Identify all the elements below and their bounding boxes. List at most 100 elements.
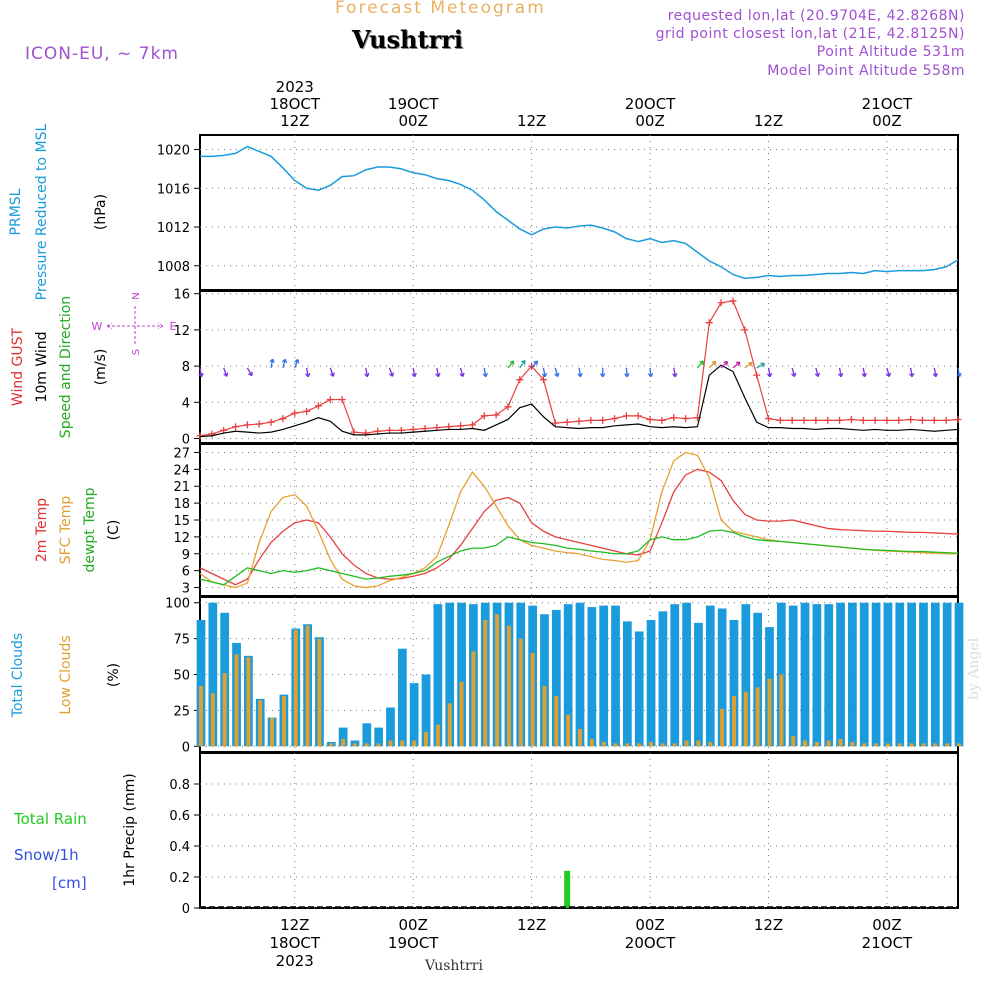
low-cloud-bar <box>637 743 642 747</box>
y-tick-label: 0 <box>182 432 190 447</box>
top-time-label: 19OCT <box>388 95 439 113</box>
low-cloud-bar <box>566 714 571 747</box>
gust-marker <box>800 416 808 424</box>
total-cloud-bar <box>397 648 407 747</box>
gust-marker <box>563 418 571 426</box>
snow-unit-label: [cm] <box>52 874 87 892</box>
low-cloud-bar <box>613 743 618 747</box>
top-time-label: 12Z <box>754 112 783 130</box>
gust-marker <box>812 416 820 424</box>
gust-marker <box>291 409 299 417</box>
total-cloud-bar <box>409 683 419 747</box>
bottom-time-label: 19OCT <box>388 934 439 952</box>
total-cloud-bar <box>634 631 644 747</box>
low-cloud-bar <box>897 743 902 747</box>
gust-marker <box>480 412 488 420</box>
low-cloud-bar <box>412 740 417 747</box>
clouds-title: Total Clouds <box>10 633 26 718</box>
total-cloud-bar <box>658 611 668 747</box>
gust-marker <box>859 416 867 424</box>
y-tick-label: 3 <box>182 582 190 597</box>
wind-direction-arrow <box>246 367 253 377</box>
wind-direction-arrow <box>766 367 773 378</box>
wind-direction-arrow <box>329 367 335 377</box>
total-cloud-bar <box>930 602 940 747</box>
low-cloud-bar <box>518 638 523 747</box>
y-tick-label: 0 <box>182 740 190 755</box>
top-time-label: 21OCT <box>862 95 913 113</box>
gust-marker <box>611 415 619 423</box>
wind-direction-arrow <box>269 358 275 369</box>
gust-marker <box>907 415 915 423</box>
y-tick-label: 0.8 <box>169 778 190 793</box>
low-cloud-bar <box>424 731 428 747</box>
location-title: Vushtrri <box>352 25 463 54</box>
low-cloud-bar <box>660 743 665 747</box>
total-cloud-bar <box>551 609 561 747</box>
low-cloud-bar <box>814 741 819 747</box>
low-cloud-bar <box>743 691 748 747</box>
y-tick-label: 1012 <box>157 221 190 236</box>
gust-marker <box>705 319 713 327</box>
low-cloud-bar <box>459 681 464 747</box>
low-cloud-bar <box>471 651 476 747</box>
low-cloud-bar <box>589 739 594 747</box>
wind-direction-arrow <box>956 367 962 378</box>
gust-marker <box>504 403 512 411</box>
bottom-time-label: 21OCT <box>862 934 913 952</box>
y-tick-label: 9 <box>182 548 190 563</box>
gust-marker <box>670 414 678 422</box>
gust-marker <box>303 407 311 415</box>
panel-4 <box>199 752 959 909</box>
total-cloud-bar <box>196 619 206 747</box>
y-tick-label: 16 <box>173 288 190 303</box>
total-cloud-bar <box>457 602 466 747</box>
low-cloud-bar <box>222 673 227 747</box>
low-cloud-bar <box>578 729 582 747</box>
panel-frame <box>199 752 959 909</box>
gust-marker <box>646 415 654 423</box>
low-cloud-bar <box>625 743 630 747</box>
total-cloud-bar <box>836 602 845 747</box>
total-cloud-bar <box>859 602 869 747</box>
gust-marker <box>753 371 761 379</box>
gust-marker <box>622 412 630 420</box>
wind-direction-arrow <box>507 360 515 369</box>
low-cloud-bar <box>826 740 831 747</box>
low-cloud-bar <box>258 700 263 747</box>
wind-title: (m/s) <box>93 349 109 386</box>
y-tick-label: 0 <box>182 902 190 917</box>
wind-direction-arrow <box>281 358 288 369</box>
low-cloud-bar <box>672 743 677 747</box>
compass-east: E <box>170 320 177 333</box>
gust-marker <box>314 402 322 410</box>
bottom-time-label: 18OCT <box>269 934 320 952</box>
2m-temp-line <box>199 468 959 586</box>
low-cloud-bar <box>791 736 796 747</box>
wind-direction-arrow <box>411 367 417 378</box>
y-tick-label: 6 <box>182 565 190 580</box>
total-cloud-bar <box>386 707 395 747</box>
wind-direction-arrow <box>198 367 204 378</box>
bottom-time-label: 12Z <box>754 916 783 934</box>
bottom-time-label: 2023 <box>276 952 314 970</box>
wind-direction-arrow <box>531 360 539 369</box>
low-cloud-bar <box>400 740 405 747</box>
bottom-time-label: 12Z <box>280 916 309 934</box>
total-cloud-bar <box>942 602 952 747</box>
y-tick-label: 75 <box>173 633 190 648</box>
gust-marker <box>776 416 784 424</box>
low-cloud-bar <box>329 743 334 747</box>
low-cloud-bar <box>720 708 725 747</box>
total-cloud-bar <box>705 605 715 747</box>
total-cloud-bar <box>800 602 810 747</box>
wind-direction-arrow <box>554 367 560 378</box>
low-cloud-bar <box>388 740 393 747</box>
total-cloud-bar <box>883 602 893 747</box>
low-cloud-bar <box>506 625 511 747</box>
low-cloud-bar <box>850 741 855 747</box>
total-cloud-bar <box>433 604 443 747</box>
gust-marker <box>196 432 204 440</box>
y-tick-label: 0.6 <box>169 809 190 824</box>
